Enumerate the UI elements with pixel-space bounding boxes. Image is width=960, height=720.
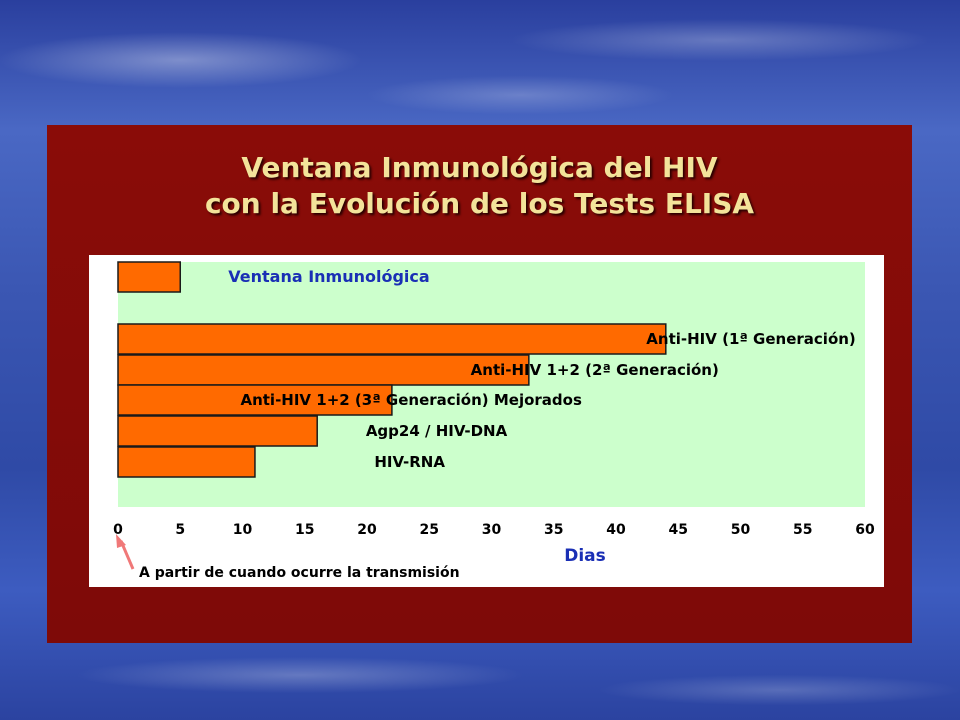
x-axis-title: Dias xyxy=(564,546,606,566)
x-tick-label-35: 35 xyxy=(544,522,563,538)
bar-labels-group: Ventana Inmunológica Anti-HIV (1ª Generac… xyxy=(228,267,856,471)
x-tick-label-40: 40 xyxy=(606,522,626,538)
bar-anti-hiv-1-generacion xyxy=(117,323,667,355)
bar-anti-hiv-1-2-2-generacion xyxy=(117,354,530,386)
slide-title-line-1: Ventana Inmunológica del HIV xyxy=(241,151,718,184)
bars-group xyxy=(117,261,667,478)
x-tick-label-20: 20 xyxy=(357,522,377,538)
bar-label-hiv-rna: HIV-RNA xyxy=(374,453,445,471)
bar-ventana-inmunologica xyxy=(117,261,181,293)
bar-agp24-hiv-dna xyxy=(117,415,318,447)
x-tick-label-55: 55 xyxy=(793,522,812,538)
bar-hiv-rna xyxy=(117,446,256,478)
x-tick-label-5: 5 xyxy=(175,522,185,538)
x-tick-label-10: 10 xyxy=(233,522,253,538)
x-tick-label-50: 50 xyxy=(731,522,751,538)
x-tick-label-45: 45 xyxy=(669,522,688,538)
x-tick-label-15: 15 xyxy=(295,522,314,538)
x-tick-label-30: 30 xyxy=(482,522,502,538)
annotation-arrowhead xyxy=(116,534,126,548)
x-ticks-group: 0 5 10 15 20 25 30 35 40 45 50 55 60 xyxy=(113,522,875,538)
bar-label-anti-hiv-1-2-3-generacion-mejorados: Anti-HIV 1+2 (3ª Generación) Mejorados xyxy=(240,391,581,409)
bar-label-ventana-inmunologica: Ventana Inmunológica xyxy=(228,267,429,286)
x-tick-label-0: 0 xyxy=(113,522,123,538)
slide-title-line-2: con la Evolución de los Tests ELISA xyxy=(204,187,755,220)
x-tick-label-25: 25 xyxy=(420,522,439,538)
bar-label-anti-hiv-1-2-2-generacion: Anti-HIV 1+2 (2ª Generación) xyxy=(471,361,719,379)
x-tick-label-60: 60 xyxy=(855,522,875,538)
slide-title: Ventana Inmunológica del HIV con la Evol… xyxy=(47,150,912,222)
bar-label-agp24-hiv-dna: Agp24 / HIV-DNA xyxy=(366,422,508,440)
bar-label-anti-hiv-1-generacion: Anti-HIV (1ª Generación) xyxy=(646,330,856,348)
bar-anti-hiv-1-2-3-generacion-mejorados xyxy=(117,384,393,416)
annotation-text: A partir de cuando ocurre la transmisión xyxy=(139,565,460,581)
